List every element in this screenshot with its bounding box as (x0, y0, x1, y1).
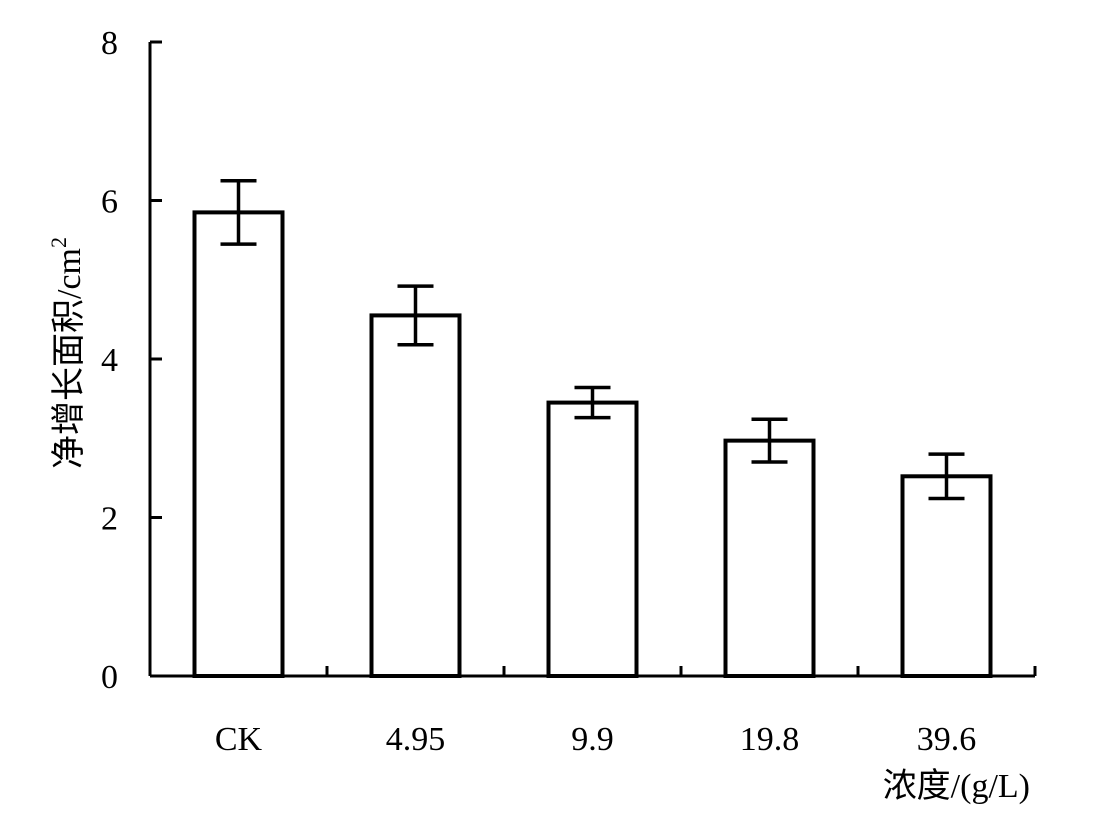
x-tick-label: CK (215, 721, 263, 758)
y-tick-label: 2 (101, 501, 118, 538)
x-tick-label: 19.8 (740, 721, 800, 758)
error-bars (220, 178, 965, 501)
y-tick-label: 0 (101, 659, 118, 696)
y-tick-label: 8 (101, 25, 118, 62)
x-tick-label: 4.95 (386, 721, 446, 758)
y-axis-title-superscript: 2 (46, 237, 71, 248)
y-axis-title-main: 净增长面积/cm (50, 248, 88, 469)
x-tick-labels: CK 4.95 9.9 19.8 39.6 (215, 721, 976, 758)
bar (546, 400, 639, 678)
x-axis-title: 浓度/(g/L) (883, 767, 1030, 805)
bar (723, 438, 816, 678)
bar (900, 474, 993, 679)
x-tick-label: 39.6 (917, 721, 977, 758)
bars (192, 210, 993, 679)
y-tick-label: 4 (101, 342, 118, 379)
x-tick-label: 9.9 (571, 721, 614, 758)
bar (192, 210, 285, 678)
bar (369, 313, 462, 678)
y-tick-label: 6 (101, 184, 118, 221)
y-axis-title: 净增长面积/cm2 (46, 237, 88, 469)
y-tick-labels: 0 2 4 6 8 (101, 25, 118, 696)
